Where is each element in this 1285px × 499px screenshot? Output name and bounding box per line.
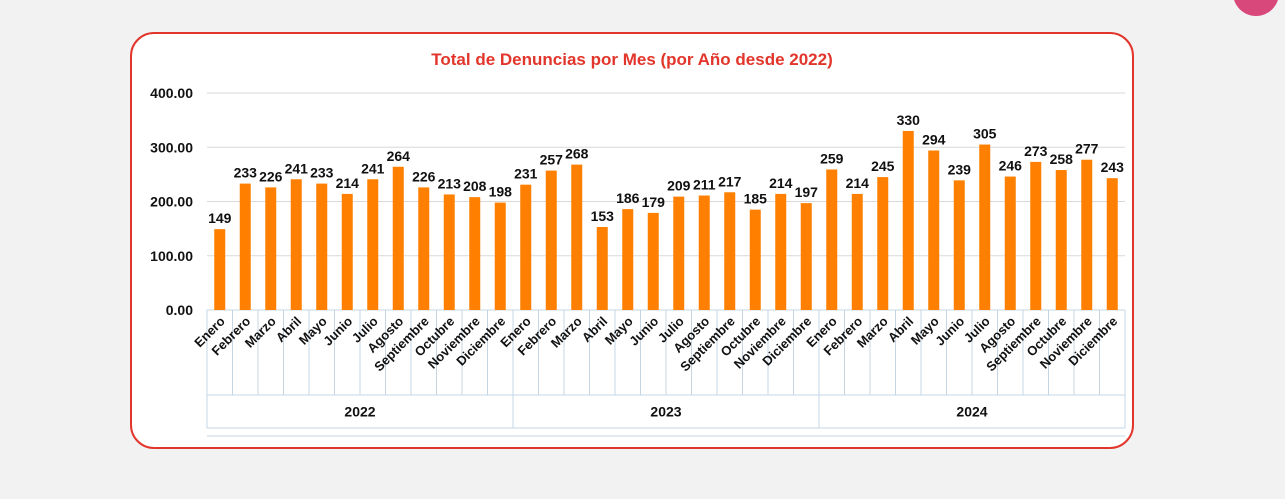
bar <box>1004 176 1016 310</box>
bar <box>724 192 736 310</box>
bar-value-label: 330 <box>897 112 921 128</box>
bar-value-label: 273 <box>1024 143 1048 159</box>
bar-chart: 0.00100.00200.00300.00400.00149Enero233F… <box>150 85 1126 437</box>
bar-value-label: 226 <box>259 168 283 184</box>
bar <box>469 197 481 310</box>
bar-value-label: 294 <box>922 132 946 148</box>
bar-value-label: 186 <box>616 190 640 206</box>
bar <box>392 166 404 310</box>
bar-value-label: 208 <box>463 178 487 194</box>
bar <box>316 183 328 310</box>
bar-value-label: 179 <box>642 194 666 210</box>
bar <box>367 179 379 310</box>
bar <box>800 203 812 310</box>
bar-value-label: 258 <box>1050 151 1074 167</box>
x-category-label: Junio <box>320 313 355 348</box>
bar <box>622 209 634 310</box>
chart-title: Total de Denuncias por Mes (por Año desd… <box>431 50 833 69</box>
bar-value-label: 264 <box>387 148 411 164</box>
bar <box>1106 178 1118 310</box>
bar-value-label: 305 <box>973 126 997 142</box>
y-tick-label: 100.00 <box>150 248 193 264</box>
bar <box>443 194 455 310</box>
bar <box>290 179 302 310</box>
x-group-label: 2023 <box>650 404 681 420</box>
bar <box>239 183 251 310</box>
bar-value-label: 233 <box>234 165 258 181</box>
bar <box>775 193 787 310</box>
chart-card: Total de Denuncias por Mes (por Año desd… <box>130 32 1134 449</box>
bar-value-label: 197 <box>795 184 819 200</box>
bar <box>902 130 914 310</box>
bar-value-label: 257 <box>540 152 564 168</box>
y-tick-label: 200.00 <box>150 194 193 210</box>
bar-value-label: 243 <box>1101 159 1125 175</box>
bar <box>265 187 277 310</box>
y-tick-label: 300.00 <box>150 139 193 155</box>
bar <box>418 187 430 310</box>
bar-value-label: 209 <box>667 178 691 194</box>
bar-value-label: 211 <box>693 177 716 193</box>
y-tick-label: 400.00 <box>150 85 193 101</box>
bar <box>749 209 761 310</box>
x-category-label: Junio <box>626 313 661 348</box>
bar-value-label: 241 <box>361 160 385 176</box>
bar-value-label: 214 <box>769 175 793 191</box>
bar-value-label: 268 <box>565 146 589 162</box>
bar <box>596 226 608 310</box>
bar-value-label: 246 <box>999 158 1023 174</box>
bar-value-label: 214 <box>336 175 360 191</box>
bar <box>826 169 838 310</box>
bar <box>520 184 532 310</box>
x-category-label: Junio <box>932 313 967 348</box>
bar <box>494 202 506 310</box>
bar <box>571 164 583 310</box>
bar <box>851 193 863 310</box>
bar-value-label: 198 <box>489 184 513 200</box>
bar <box>1081 159 1093 310</box>
floating-action-button[interactable] <box>1233 0 1279 16</box>
x-group-label: 2022 <box>344 404 375 420</box>
bar-value-label: 241 <box>285 160 309 176</box>
bar-value-label: 233 <box>310 165 334 181</box>
bar-value-label: 259 <box>820 150 844 166</box>
bar <box>341 193 353 310</box>
bar <box>928 150 940 310</box>
bar-value-label: 277 <box>1075 141 1099 157</box>
bar <box>545 170 557 310</box>
bar-value-label: 214 <box>846 175 870 191</box>
bar-value-label: 217 <box>718 173 742 189</box>
bar <box>979 144 991 310</box>
bar-value-label: 245 <box>871 158 895 174</box>
bar <box>1030 161 1042 310</box>
y-tick-label: 0.00 <box>166 302 193 318</box>
bar-value-label: 153 <box>591 208 615 224</box>
bar-value-label: 185 <box>744 191 768 207</box>
bar-value-label: 231 <box>514 166 538 182</box>
bar <box>1055 170 1067 310</box>
x-group-label: 2024 <box>956 404 987 420</box>
bar-value-label: 239 <box>948 161 972 177</box>
bar <box>877 177 889 310</box>
bar-value-label: 213 <box>438 175 462 191</box>
bar <box>673 196 685 310</box>
bar <box>214 229 226 310</box>
bar-value-label: 226 <box>412 168 436 184</box>
bar-value-label: 149 <box>208 210 232 226</box>
bar <box>647 212 659 310</box>
bar <box>698 195 710 310</box>
bar <box>953 180 965 310</box>
